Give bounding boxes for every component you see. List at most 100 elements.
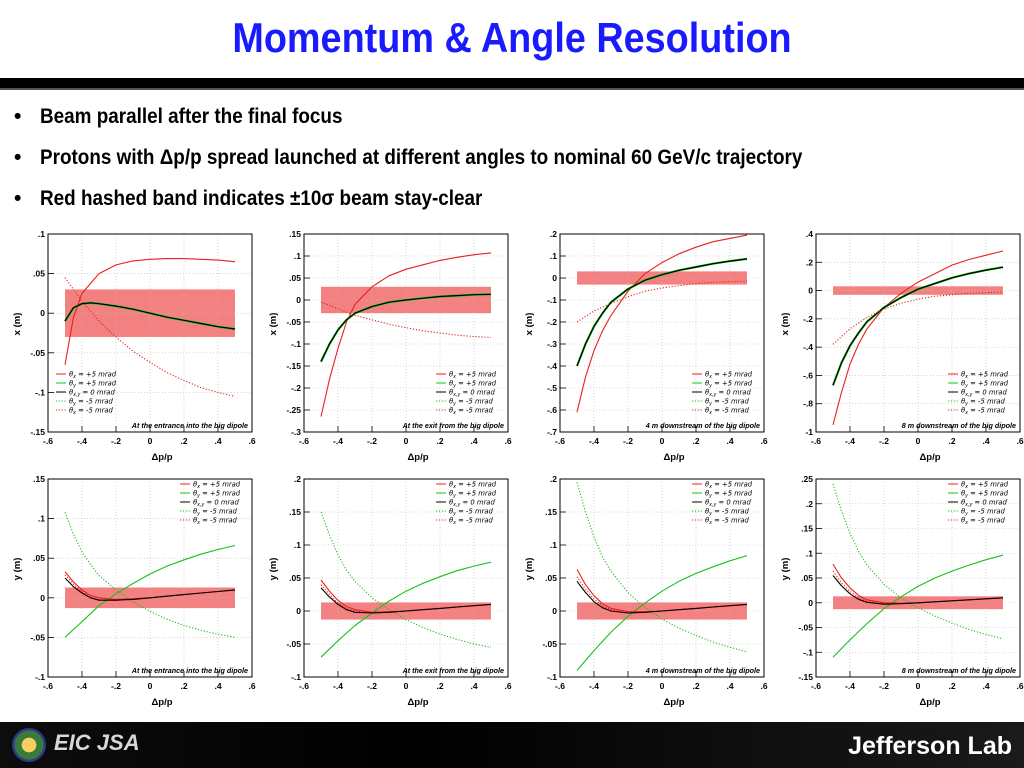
legend-subscript: y bbox=[708, 494, 712, 499]
y-tick-label: .4 bbox=[806, 229, 813, 239]
y-tick-label: .2 bbox=[294, 474, 301, 484]
legend-theta: θ bbox=[705, 517, 710, 525]
legend-subscript: y bbox=[452, 494, 456, 499]
y-axis-label: y (m) bbox=[268, 558, 279, 581]
y-tick-label: .1 bbox=[806, 548, 813, 558]
legend-subscript: x,y bbox=[452, 393, 460, 398]
y-tick-label: .15 bbox=[289, 229, 301, 239]
legend-entry: θx,y = 0 mrad bbox=[449, 389, 495, 399]
y-tick-label: -1 bbox=[805, 427, 813, 437]
y-tick-label: -.1 bbox=[291, 672, 301, 682]
panel-caption: At the entrance into the big dipole bbox=[131, 666, 248, 675]
legend-entry: θx = +5 mrad bbox=[193, 481, 241, 491]
y-tick-label: -.15 bbox=[30, 427, 45, 437]
legend-entry: θx = +5 mrad bbox=[961, 371, 1009, 381]
legend-subscript: x,y bbox=[964, 503, 972, 508]
x-tick-label: -.2 bbox=[623, 681, 633, 691]
legend-theta: θ bbox=[449, 490, 454, 498]
legend-subscript: y bbox=[196, 494, 200, 499]
legend-text: = +5 mrad bbox=[456, 380, 497, 388]
x-tick-label: .4 bbox=[982, 436, 989, 446]
x-tick-label: -.4 bbox=[77, 681, 87, 691]
legend-entry: θx,y = 0 mrad bbox=[705, 499, 751, 509]
y-tick-label: -.05 bbox=[286, 639, 301, 649]
series-line bbox=[576, 258, 748, 367]
legend-theta: θ bbox=[193, 517, 198, 525]
doe-seal-logo bbox=[12, 728, 46, 762]
legend-entry: θy = -5 mrad bbox=[961, 398, 1006, 408]
legend-theta: θ bbox=[193, 508, 198, 516]
legend-theta: θ bbox=[705, 380, 710, 388]
legend-entry: θy = +5 mrad bbox=[705, 490, 753, 500]
legend-theta: θ bbox=[69, 380, 74, 388]
legend-subscript: y bbox=[708, 384, 712, 389]
x-tick-label: .6 bbox=[1016, 436, 1023, 446]
legend-subscript: x bbox=[708, 485, 712, 490]
series-line bbox=[320, 252, 492, 417]
y-tick-label: .05 bbox=[801, 573, 813, 583]
y-tick-label: -.6 bbox=[803, 370, 813, 380]
y-tick-label: -.05 bbox=[286, 317, 301, 327]
x-axis-label: Δp/p bbox=[919, 452, 940, 463]
legend-subscript: y bbox=[964, 402, 968, 407]
legend-theta: θ bbox=[449, 389, 454, 397]
y-tick-label: 0 bbox=[296, 295, 301, 305]
jefferson-lab-logo: Jefferson Lab bbox=[848, 732, 1012, 760]
x-tick-label: .6 bbox=[248, 436, 255, 446]
legend-entry: θx = -5 mrad bbox=[705, 517, 750, 527]
series-line bbox=[576, 234, 748, 413]
bullet-dot-icon: • bbox=[14, 146, 22, 169]
legend-entry: θx,y = 0 mrad bbox=[705, 389, 751, 399]
x-tick-label: -.2 bbox=[367, 436, 377, 446]
x-tick-label: .4 bbox=[726, 436, 733, 446]
legend-subscript: y bbox=[964, 384, 968, 389]
x-tick-label: 0 bbox=[916, 681, 921, 691]
panel-caption: At the entrance into the big dipole bbox=[131, 421, 248, 430]
legend-theta: θ bbox=[705, 371, 710, 379]
plot-frame bbox=[303, 233, 509, 433]
legend-subscript: y bbox=[72, 402, 76, 407]
y-tick-label: .15 bbox=[33, 474, 45, 484]
y-tick-label: -.1 bbox=[291, 339, 301, 349]
page-title: Momentum & Angle Resolution bbox=[232, 14, 792, 61]
legend-subscript: y bbox=[964, 494, 968, 499]
x-tick-label: .4 bbox=[470, 681, 477, 691]
x-tick-label: -.6 bbox=[43, 436, 53, 446]
legend-subscript: y bbox=[452, 402, 456, 407]
legend-subscript: y bbox=[196, 512, 200, 517]
x-axis-label: Δp/p bbox=[151, 452, 172, 463]
chart-panel-3: -.6 -.4 -.2 0.2.4.6-.7-.6-.5-.4-.3-.2-.10.1… bbox=[524, 229, 768, 463]
y-axis-label: y (m) bbox=[524, 558, 535, 581]
legend-text: = -5 mrad bbox=[968, 398, 1006, 406]
legend-subscript: x,y bbox=[452, 503, 460, 508]
legend-subscript: x bbox=[708, 375, 712, 380]
legend-entry: θy = -5 mrad bbox=[449, 398, 494, 408]
legend-theta: θ bbox=[961, 371, 966, 379]
legend-theta: θ bbox=[449, 371, 454, 379]
legend-text: = +5 mrad bbox=[712, 481, 753, 489]
x-tick-label: -.6 bbox=[555, 436, 565, 446]
legend-theta: θ bbox=[961, 499, 966, 507]
legend-text: = 0 mrad bbox=[204, 499, 239, 507]
y-tick-label: .2 bbox=[806, 499, 813, 509]
legend-entry: θx,y = 0 mrad bbox=[961, 499, 1007, 509]
legend-theta: θ bbox=[69, 407, 74, 415]
panel-caption: 4 m downstream of the big dipole bbox=[645, 666, 760, 675]
chart-panel-2: -.6 -.4 -.2 0 .2 .4 .6 -.3 -.25 -.2 -.15 -.1 -.05 0 .0… bbox=[268, 229, 512, 463]
x-tick-label: -.4 bbox=[333, 436, 343, 446]
panel-caption: 8 m downstream of the big dipole bbox=[902, 421, 1016, 430]
y-tick-label: .05 bbox=[33, 553, 45, 563]
legend-entry: θy = -5 mrad bbox=[193, 508, 238, 518]
x-tick-label: .6 bbox=[760, 681, 767, 691]
legend-entry: θx = -5 mrad bbox=[449, 517, 494, 527]
x-tick-label: .2 bbox=[948, 681, 955, 691]
legend-text: = +5 mrad bbox=[712, 490, 753, 498]
title-divider bbox=[0, 78, 1024, 88]
x-tick-label: 0 bbox=[404, 436, 409, 446]
panel-caption: 8 m downstream of the big dipole bbox=[902, 666, 1016, 675]
series-line bbox=[64, 258, 236, 365]
series-line bbox=[320, 511, 492, 648]
y-axis-label: x (m) bbox=[524, 313, 535, 336]
x-tick-label: .2 bbox=[436, 681, 443, 691]
x-tick-label: .2 bbox=[692, 681, 699, 691]
